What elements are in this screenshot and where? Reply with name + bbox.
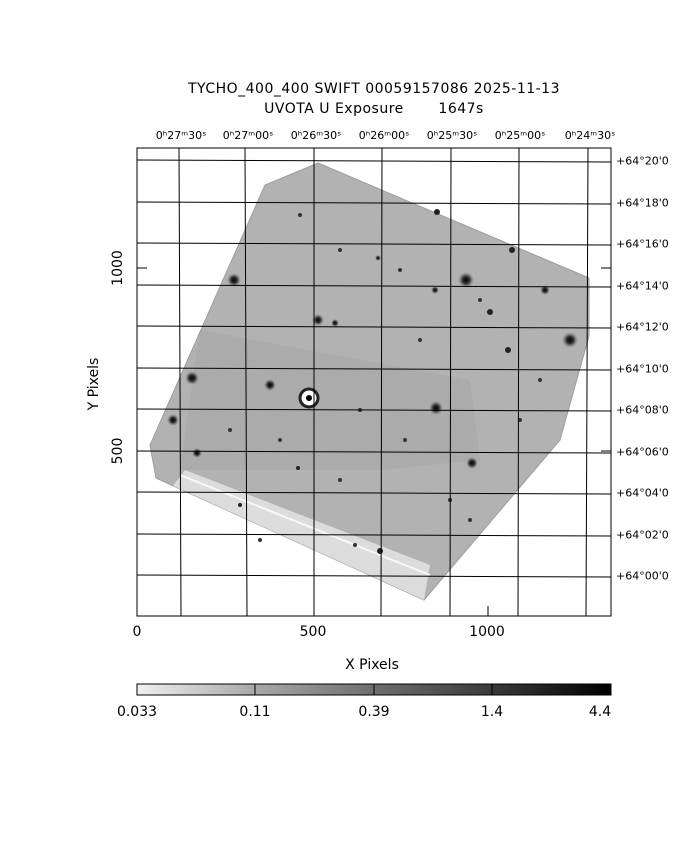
- ra-tick-label: 0ʰ25ᵐ30ˢ: [426, 129, 478, 142]
- plot-frame: [136, 147, 612, 617]
- dec-tick-label: +64°08'0: [616, 403, 669, 417]
- coordinate-grid: [136, 147, 612, 617]
- ra-tick-label: 0ʰ25ᵐ00ˢ: [494, 129, 546, 142]
- plot-subtitle: UVOTA U Exposure 1647s: [264, 101, 484, 117]
- plot-title: TYCHO_400_400 SWIFT 00059157086 2025-11-…: [187, 81, 560, 97]
- x-tick-label: 500: [299, 624, 327, 640]
- dec-tick-label: +64°14'0: [616, 279, 669, 293]
- dec-tick-label: +64°04'0: [616, 486, 669, 500]
- colorbar-label: 4.4: [588, 704, 612, 720]
- colorbar-ticks: [254, 684, 493, 695]
- y-axis-title: Y Pixels: [86, 357, 102, 411]
- dec-tick-label: +64°10'0: [616, 362, 669, 376]
- ra-tick-label: 0ʰ26ᵐ30ˢ: [290, 129, 342, 142]
- ra-tick-label: 0ʰ26ᵐ00ˢ: [358, 129, 410, 142]
- dec-tick-label: +64°16'0: [616, 237, 669, 251]
- ra-tick-label: 0ʰ27ᵐ30ˢ: [155, 129, 207, 142]
- ra-tick-label: 0ʰ27ᵐ00ˢ: [222, 129, 274, 142]
- ra-tick-label: 0ʰ24ᵐ30ˢ: [564, 129, 616, 142]
- colorbar-label: 0.033: [116, 704, 158, 720]
- dec-tick-label: +64°12'0: [616, 320, 669, 334]
- dec-tick-label: +64°06'0: [616, 445, 669, 459]
- stars: [167, 209, 578, 554]
- dec-tick-label: +64°02'0: [616, 528, 669, 542]
- dec-tick-label: +64°18'0: [616, 196, 669, 210]
- y-tick-label: 500: [110, 437, 126, 465]
- x-axis-title: X Pixels: [345, 657, 399, 673]
- x-tick-label: 1000: [469, 624, 505, 640]
- colorbar-label: 1.4: [480, 704, 504, 720]
- dec-tick-label: +64°00'0: [616, 569, 669, 583]
- colorbar-label: 0.39: [358, 704, 390, 720]
- dec-tick-label: +64°20'0: [616, 154, 669, 168]
- colorbar-label: 0.11: [239, 704, 271, 720]
- y-tick-label: 1000: [110, 250, 126, 286]
- x-tick-label: 0: [132, 624, 142, 640]
- axis-ticks: [136, 267, 611, 616]
